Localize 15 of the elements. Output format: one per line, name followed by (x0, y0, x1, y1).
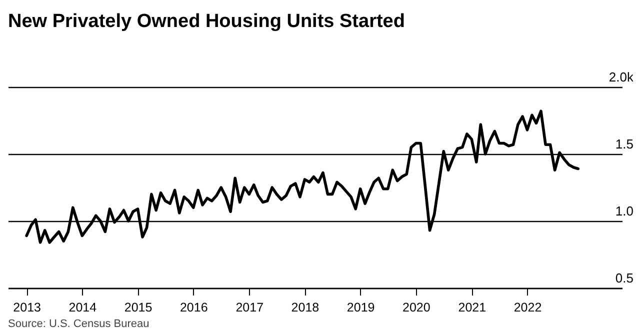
x-tick-label: 2017 (236, 300, 264, 314)
x-tick-label: 2020 (402, 300, 430, 314)
y-tick-label: 1.0 (615, 204, 634, 218)
x-tick-label: 2014 (68, 300, 97, 314)
x-tick-label: 2022 (514, 300, 542, 314)
x-tick-label: 2019 (346, 300, 375, 314)
x-tick-label: 2021 (458, 300, 486, 314)
y-tick-label: 0.5 (615, 270, 634, 286)
chart-title: New Privately Owned Housing Units Started (8, 11, 405, 32)
source-note: Source: U.S. Census Bureau (8, 318, 150, 330)
x-tick-label: 2016 (180, 300, 208, 314)
x-tick-label: 2018 (291, 300, 320, 314)
x-tick-label: 2015 (124, 300, 152, 314)
y-tick-label: 1.5 (615, 136, 634, 152)
x-tick-label: 2013 (13, 300, 42, 314)
